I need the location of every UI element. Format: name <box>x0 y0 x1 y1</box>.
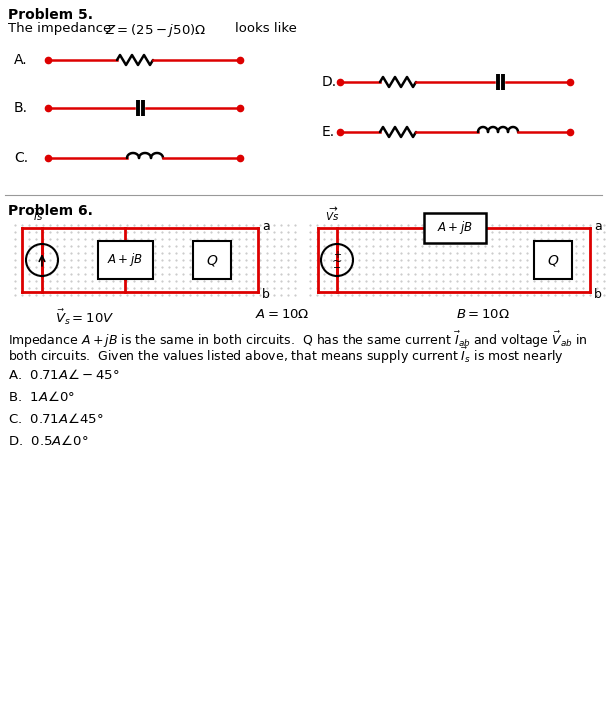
Bar <box>98 241 152 279</box>
Text: Impedance $A + jB$ is the same in both circuits.  Q has the same current $\vec{I: Impedance $A + jB$ is the same in both c… <box>8 330 588 350</box>
Text: $\overrightarrow{Is}$: $\overrightarrow{Is}$ <box>33 205 43 223</box>
Text: $\vec{V}_s = 10V$: $\vec{V}_s = 10V$ <box>55 308 114 328</box>
Text: D.: D. <box>322 75 337 89</box>
Bar <box>534 241 572 279</box>
Text: both circuits.  Given the values listed above, that means supply current $\vec{I: both circuits. Given the values listed a… <box>8 346 564 366</box>
Text: a: a <box>262 220 270 233</box>
Text: $A + jB$: $A + jB$ <box>107 251 143 269</box>
Text: $A = 10\Omega$: $A = 10\Omega$ <box>255 308 310 321</box>
Text: B.  $1A\angle0°$: B. $1A\angle0°$ <box>8 390 75 404</box>
Text: B.: B. <box>14 101 28 115</box>
Text: D.  $0.5A\angle0°$: D. $0.5A\angle0°$ <box>8 434 89 448</box>
Text: $B = 10\Omega$: $B = 10\Omega$ <box>456 308 510 321</box>
Text: $A + jB$: $A + jB$ <box>437 220 473 236</box>
Text: looks like: looks like <box>235 22 297 35</box>
Bar <box>424 213 486 243</box>
Text: C.: C. <box>14 151 28 165</box>
Text: A.: A. <box>14 53 28 67</box>
Text: −: − <box>333 263 341 273</box>
Text: C.  $0.71A\angle45°$: C. $0.71A\angle45°$ <box>8 412 104 426</box>
Text: The impedance: The impedance <box>8 22 111 35</box>
Text: b: b <box>594 287 602 300</box>
Text: $\overrightarrow{Vs}$: $\overrightarrow{Vs}$ <box>325 205 339 223</box>
Text: a: a <box>594 220 602 233</box>
Text: A.  $0.71A\angle - 45°$: A. $0.71A\angle - 45°$ <box>8 368 120 382</box>
Text: +: + <box>333 250 341 260</box>
Text: $Z = (25 - j50)\Omega$: $Z = (25 - j50)\Omega$ <box>105 22 206 39</box>
Bar <box>193 241 231 279</box>
Text: ~: ~ <box>332 254 342 268</box>
Text: $Q$: $Q$ <box>547 253 559 268</box>
Text: Problem 5.: Problem 5. <box>8 8 93 22</box>
Text: Problem 6.: Problem 6. <box>8 204 93 218</box>
Text: $Q$: $Q$ <box>206 253 218 268</box>
Text: b: b <box>262 287 270 300</box>
Text: E.: E. <box>322 125 335 139</box>
